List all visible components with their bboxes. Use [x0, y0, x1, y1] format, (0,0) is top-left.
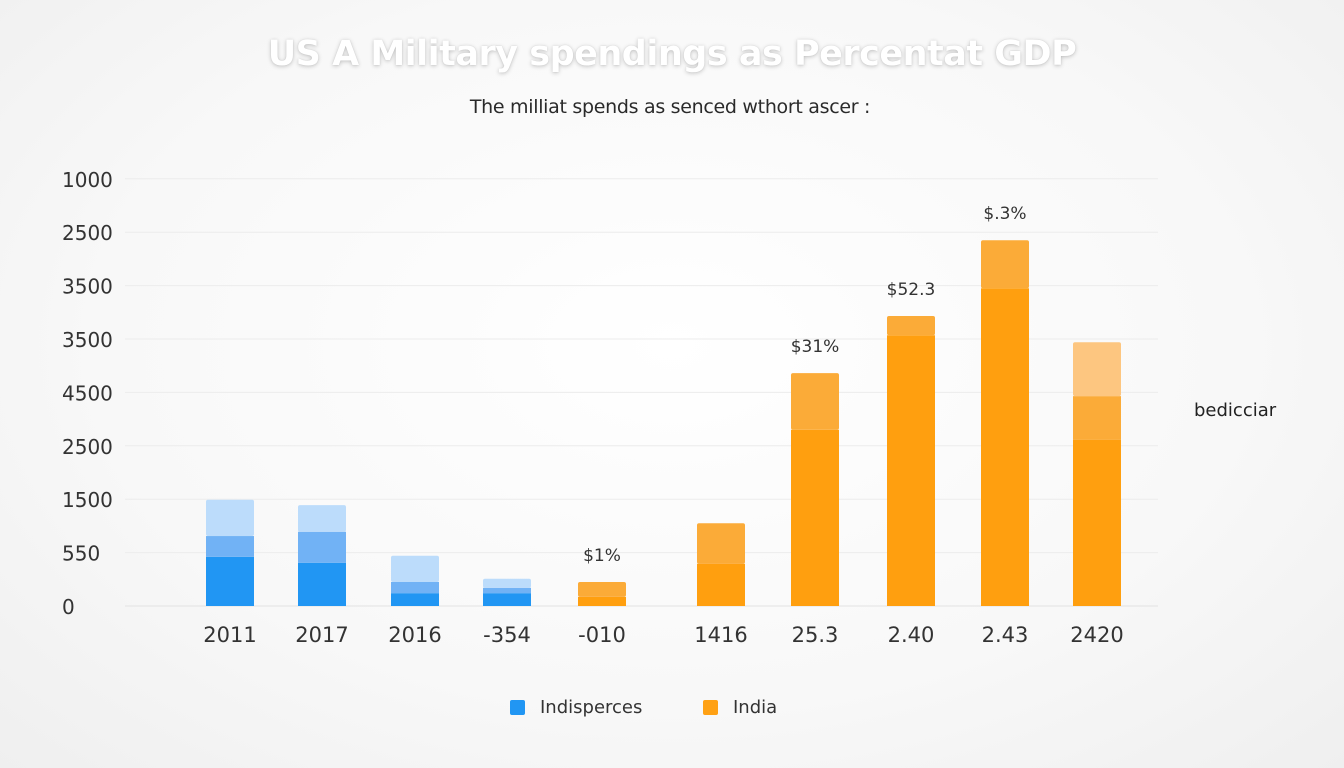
y-tick-label: 3500: [62, 275, 113, 299]
y-tick-label: 3500: [62, 328, 113, 352]
data-label: $31%: [791, 337, 840, 357]
bar-segment: [206, 556, 254, 606]
bar-segment: [1073, 439, 1121, 606]
x-tick-label: 25.3: [792, 623, 839, 647]
bar-segment: [298, 505, 346, 532]
x-tick-label: 2420: [1070, 623, 1123, 647]
bar-segment: [981, 288, 1029, 606]
bar-segment: [483, 578, 531, 588]
data-label: $52.3: [887, 280, 936, 300]
legend-swatch-blue: [510, 700, 525, 715]
bar-segment: [791, 429, 839, 606]
data-label: $1%: [583, 546, 621, 566]
bar-segment: [697, 563, 745, 606]
x-tick-label: -354: [483, 623, 531, 647]
y-tick-label: 1000: [62, 168, 113, 192]
bar-segment: [578, 581, 626, 597]
data-label: $.3%: [983, 204, 1026, 224]
bar-segment: [206, 499, 254, 537]
bar-segment: [391, 555, 439, 582]
bar-segment: [1073, 396, 1121, 440]
bar-segment: [298, 531, 346, 563]
y-tick-label: 2500: [62, 435, 113, 459]
y-tick-label: 4500: [62, 381, 113, 405]
legend-swatch-orange: [703, 700, 718, 715]
bar-segment: [1073, 342, 1121, 397]
bar-segment: [483, 587, 531, 594]
bar-segment: [391, 593, 439, 606]
bar-segment: [981, 240, 1029, 289]
y-tick-label: 550: [62, 542, 100, 566]
chart-title: US A Military spendings as Percentat GDP: [267, 34, 1077, 74]
legend-label: Indisperces: [540, 697, 643, 718]
chart-subtitle: The milliat spends as senced wthort asce…: [469, 96, 871, 118]
side-label: bedicciar: [1194, 400, 1277, 421]
y-tick-label: 0: [62, 595, 75, 619]
bar-segment: [791, 373, 839, 430]
y-tick-label: 2500: [62, 221, 113, 245]
x-tick-label: 2017: [295, 623, 348, 647]
bar-segment: [697, 523, 745, 564]
bar-segment: [483, 593, 531, 606]
x-tick-label: -010: [578, 623, 626, 647]
bar-segment: [298, 562, 346, 606]
x-tick-label: 2.40: [888, 623, 935, 647]
legend-item-indisperces: Indisperces: [510, 697, 642, 718]
legend-item-india: India: [703, 697, 777, 718]
bar-segment: [391, 581, 439, 594]
x-tick-label: 1416: [694, 623, 747, 647]
bar-segment: [578, 596, 626, 606]
x-tick-label: 2016: [388, 623, 441, 647]
bar-segment: [887, 335, 935, 606]
x-tick-label: 2011: [203, 623, 256, 647]
x-tick-label: 2.43: [982, 623, 1029, 647]
bar-segment: [887, 316, 935, 336]
bar-segment: [206, 536, 254, 557]
legend-label: India: [733, 697, 778, 718]
y-tick-label: 1500: [62, 488, 113, 512]
